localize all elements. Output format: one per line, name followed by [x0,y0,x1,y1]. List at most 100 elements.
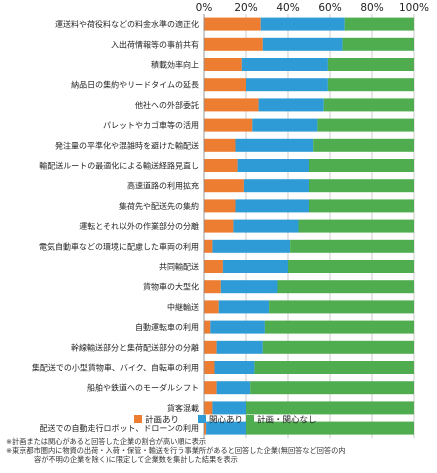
category-label: 幹線輸送部分と集荷配送部分の分離 [71,342,199,352]
bar-none [277,280,414,294]
legend-label: 関心あり [209,416,243,426]
category-label: 自動運転車の利用 [135,322,199,332]
x-tick-label: 60% [318,2,341,14]
bar-interested [262,37,343,51]
bar-interested [260,17,345,31]
legend-label: 計画あり [145,415,179,426]
bar-planned [204,340,217,354]
bar-planned [204,280,221,294]
bar-none [342,37,414,51]
bar-planned [204,138,236,152]
bar-planned [204,37,263,51]
bar-none [309,159,414,172]
legend-swatch [198,415,206,423]
category-label: 運送料や荷役料などの料金水準の適正化 [55,19,199,29]
bar-none [264,320,414,334]
bar-planned [204,219,234,233]
bar-none [298,219,414,233]
bar-none [250,381,414,395]
category-label: 中継輸送 [167,302,199,312]
category-label: 共同輸配送 [159,262,199,272]
bar-planned [204,98,259,112]
bar-planned [204,58,242,71]
bar-none [246,421,414,435]
bar-none [309,179,414,193]
legend-swatch [246,415,254,423]
bar-interested [216,340,263,354]
category-label: 納品日の集約やリードタイムの延長 [71,80,199,90]
category-label: 積載効率向上 [151,60,199,70]
bar-planned [204,361,215,374]
bar-none [323,98,414,112]
bar-none [327,58,414,71]
bar-interested [222,260,288,273]
bar-planned [204,300,219,314]
bar-interested [212,401,246,415]
bar-planned [204,320,211,334]
bar-interested [258,98,324,112]
bar-none [262,340,414,354]
bar-interested [220,280,278,294]
legend-label: 計画・関心なし [257,415,317,426]
bar-interested [206,421,246,435]
bar-planned [204,118,253,132]
category-label: 貨物車の大型化 [143,282,199,292]
category-label: 入出荷情報等の事前共有 [111,39,199,49]
bar-interested [216,381,251,395]
chart-note-2: ※東京都市圏内に物資の出荷・入荷・保管・輸送を行う事業所があると回答した企業(無… [6,446,346,455]
bar-planned [204,17,261,31]
bar-interested [237,159,309,172]
bar-none [269,300,414,314]
category-label: 他社への外部委託 [135,100,199,110]
x-tick-label: 0% [196,2,213,14]
x-tick-label: 80% [360,2,383,14]
bar-none [254,361,414,374]
bar-interested [241,58,328,71]
bar-interested [218,300,270,314]
category-label: 高速道路の利用拡充 [127,181,199,191]
bar-none [327,78,414,92]
bar-none [246,401,414,415]
category-label: 運転とそれ以外の作業部分の分離 [79,221,199,231]
category-label: 船舶や鉄道へのモーダルシフト [87,383,199,393]
bar-none [290,239,414,253]
category-label: 集荷先や配送先の集約 [119,201,199,211]
bar-interested [210,320,265,334]
bar-planned [204,401,213,415]
bar-interested [233,219,299,233]
bar-interested [235,199,309,213]
bar-none [344,17,414,31]
bar-interested [235,138,314,152]
bar-interested [252,118,318,132]
bar-interested [214,361,255,374]
category-label: 輸配送ルートの最適化による輸送経路見直し [39,161,199,171]
x-tick-label: 20% [234,2,257,14]
bar-none [309,199,414,213]
bar-none [313,138,414,152]
category-label: 配送での自動走行ロボット、ドローンの利用 [40,423,199,433]
bar-planned [204,381,217,395]
bar-interested [243,179,309,193]
category-label: 電気自動車などの環境に配慮した車両の利用 [39,241,199,251]
chart-note-3: 容が不明の企業を除く)に限定して企業数を集計した結果を表示 [34,455,238,464]
category-label: 集配送での小型貨物車、バイク、自転車の利用 [32,363,199,373]
bar-planned [204,260,223,273]
bar-planned [204,199,236,213]
category-label: 貨客混載 [167,403,199,413]
category-label: 発注量の平準化や混雑時を避けた輸配送 [55,140,199,150]
bar-planned [204,239,213,253]
legend-swatch [134,415,142,423]
chart-note-1: ※計画または関心があると回答した企業の割合が高い順に表示 [6,437,207,446]
bar-planned [204,179,244,193]
bar-planned [204,159,238,172]
bar-interested [212,239,291,253]
category-label: パレットやカゴ車等の活用 [103,120,199,130]
bar-interested [246,78,328,92]
bar-none [288,260,414,273]
bar-planned [204,78,246,92]
bar-none [317,118,414,132]
bar-planned [204,421,207,435]
x-tick-label: 40% [276,2,299,14]
x-tick-label: 100% [399,2,429,14]
